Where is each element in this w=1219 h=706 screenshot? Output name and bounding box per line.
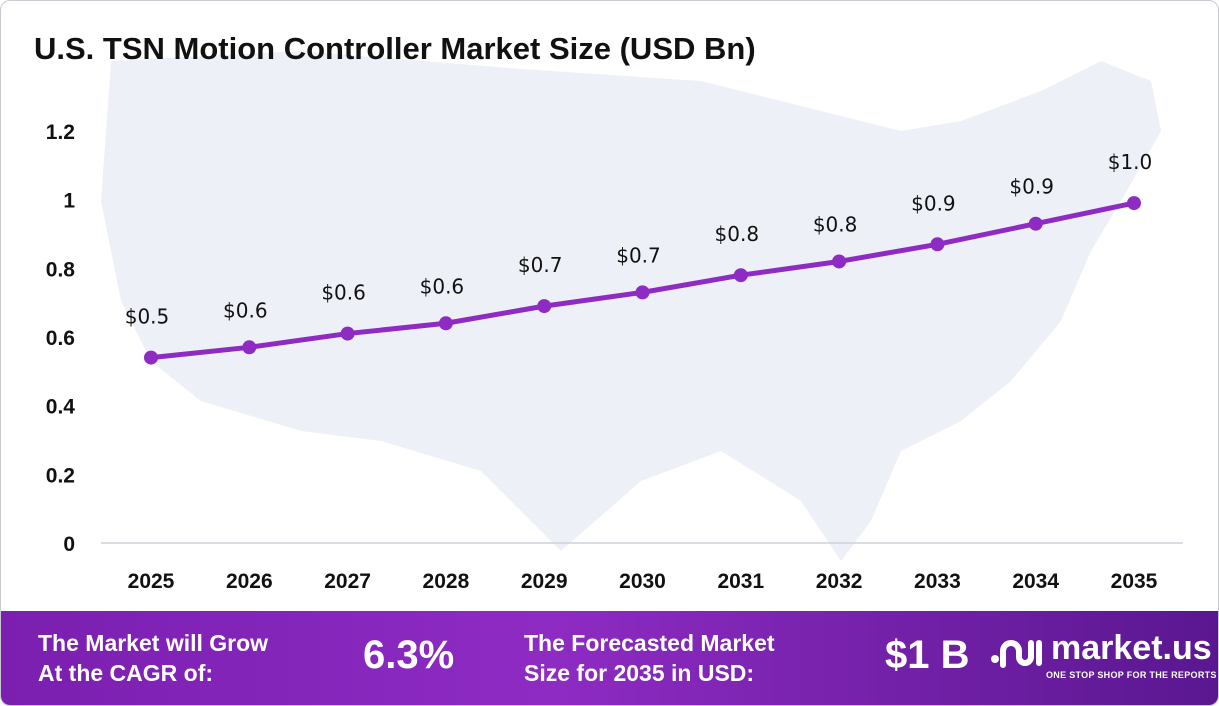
x-tick-label: 2028 bbox=[423, 570, 470, 593]
market-us-logo: market.us ONE STOP SHOP FOR THE REPORTS bbox=[989, 629, 1216, 680]
data-label: $0.6 bbox=[223, 298, 268, 322]
data-point bbox=[832, 254, 847, 269]
us-map-background bbox=[101, 51, 1161, 561]
data-label: $1.0 bbox=[1108, 150, 1153, 174]
data-label: $0.8 bbox=[715, 222, 760, 246]
cagr-label: The Market will Grow At the CAGR of: bbox=[38, 628, 268, 688]
x-tick-label: 2026 bbox=[226, 570, 273, 593]
data-label: $0.6 bbox=[321, 281, 366, 305]
y-tick-label: 1 bbox=[63, 190, 75, 213]
data-label: $0.8 bbox=[813, 212, 858, 236]
data-point bbox=[930, 237, 945, 252]
data-point bbox=[537, 299, 552, 314]
x-tick-label: 2031 bbox=[717, 570, 764, 593]
y-tick-label: 0 bbox=[63, 533, 75, 556]
data-point bbox=[1028, 216, 1043, 231]
data-point bbox=[144, 350, 158, 365]
cagr-label-line1: The Market will Grow bbox=[38, 630, 269, 656]
data-label: $0.7 bbox=[616, 243, 661, 267]
cagr-label-line2: At the CAGR of: bbox=[38, 660, 214, 686]
y-tick-label: 1.2 bbox=[46, 121, 75, 144]
data-label: $0.6 bbox=[420, 274, 465, 298]
y-tick-label: 0.2 bbox=[46, 464, 75, 487]
logo-tagline: ONE STOP SHOP FOR THE REPORTS bbox=[1046, 670, 1217, 680]
forecast-label-line1: The Forecasted Market bbox=[524, 630, 775, 656]
x-tick-label: 2034 bbox=[1012, 570, 1059, 593]
data-label: $0.9 bbox=[911, 191, 956, 215]
logo-name: market.us bbox=[1051, 629, 1212, 667]
data-label: $0.5 bbox=[125, 305, 170, 329]
forecast-label-line2: Size for 2035 in USD: bbox=[524, 660, 755, 686]
logo-mark-icon bbox=[991, 640, 1042, 668]
data-point bbox=[340, 326, 355, 341]
y-tick-label: 0.8 bbox=[46, 258, 76, 281]
x-tick-label: 2025 bbox=[128, 570, 175, 593]
data-point bbox=[635, 285, 650, 300]
data-point bbox=[1127, 196, 1141, 211]
y-tick-label: 0.4 bbox=[46, 396, 76, 419]
x-tick-label: 2029 bbox=[521, 570, 568, 593]
x-tick-label: 2030 bbox=[619, 570, 666, 593]
data-label: $0.7 bbox=[518, 253, 563, 277]
data-point bbox=[438, 316, 453, 331]
x-tick-label: 2027 bbox=[324, 570, 371, 593]
x-tick-label: 2033 bbox=[914, 570, 961, 593]
line-chart: U.S. TSN Motion Controller Market Size (… bbox=[34, 31, 1183, 593]
x-tick-label: 2035 bbox=[1111, 570, 1158, 593]
data-point bbox=[733, 268, 748, 283]
chart-title: U.S. TSN Motion Controller Market Size (… bbox=[34, 31, 756, 66]
forecast-value: $1 B bbox=[885, 633, 970, 677]
data-label: $0.9 bbox=[1009, 175, 1054, 199]
forecast-label: The Forecasted Market Size for 2035 in U… bbox=[524, 628, 775, 688]
y-tick-label: 0.6 bbox=[46, 327, 75, 350]
data-point bbox=[242, 340, 257, 355]
summary-banner: The Market will Grow At the CAGR of: 6.3… bbox=[1, 611, 1218, 705]
cagr-value: 6.3% bbox=[363, 633, 455, 677]
x-tick-label: 2032 bbox=[816, 570, 863, 593]
